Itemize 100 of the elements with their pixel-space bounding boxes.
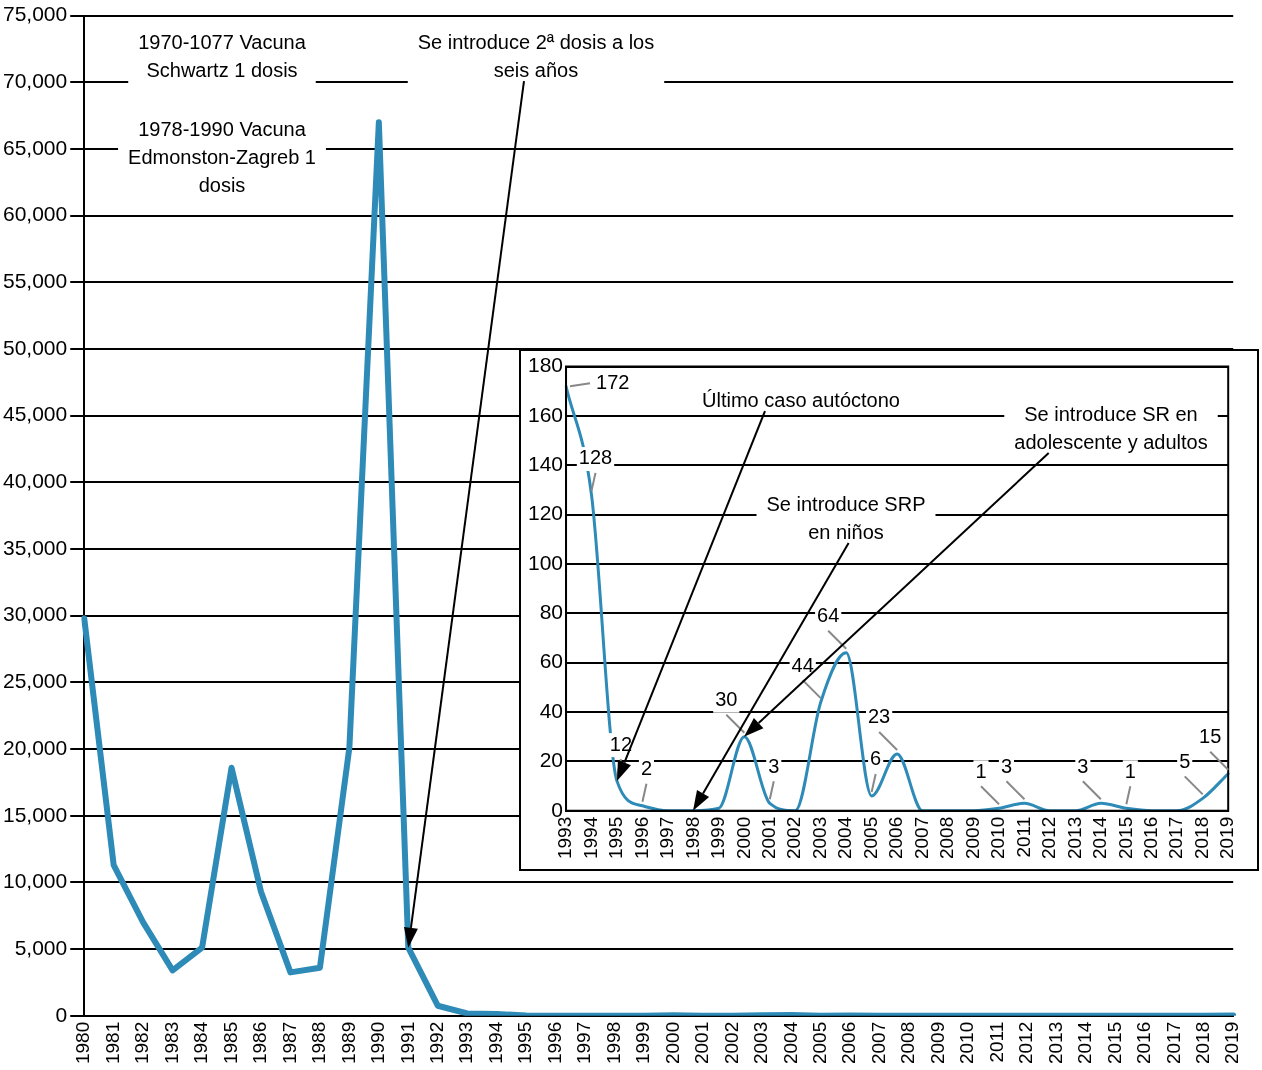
x-tick-label: 2013 xyxy=(1044,1021,1066,1065)
x-tick-label: 1985 xyxy=(219,1021,241,1065)
x-tick-label: 2009 xyxy=(961,816,983,860)
y-tick-label: 80 xyxy=(539,600,564,624)
annotation: Se introduce 2ª dosis a los seis años xyxy=(417,30,655,81)
y-tick-label: 20 xyxy=(539,748,564,772)
data-label: 23 xyxy=(867,705,891,728)
x-tick-label: 2010 xyxy=(987,816,1009,860)
x-tick-label: 1987 xyxy=(278,1021,300,1065)
x-tick-label: 2016 xyxy=(1140,816,1162,860)
x-tick-label: 1981 xyxy=(101,1021,123,1065)
y-tick-label: 0 xyxy=(55,1002,68,1026)
annotation: Se introduce SR en adolescente y adultos xyxy=(1014,402,1208,453)
x-tick-label: 2018 xyxy=(1190,816,1212,860)
y-tick-label: 60,000 xyxy=(3,202,68,226)
x-tick-label: 1988 xyxy=(308,1021,330,1065)
x-tick-label: 1994 xyxy=(484,1021,506,1065)
x-tick-label: 2016 xyxy=(1133,1021,1155,1065)
x-tick-label: 2004 xyxy=(834,816,856,860)
y-tick-label: 40,000 xyxy=(3,469,68,493)
y-tick-label: 160 xyxy=(527,402,564,426)
x-tick-label: 2010 xyxy=(956,1021,978,1065)
x-tick-label: 1996 xyxy=(543,1021,565,1065)
y-tick-label: 40 xyxy=(539,698,564,722)
x-tick-label: 2003 xyxy=(750,1021,772,1065)
data-label: 30 xyxy=(715,688,738,711)
y-tick-label: 100 xyxy=(527,550,564,574)
x-tick-label: 1997 xyxy=(573,1021,595,1065)
y-tick-label: 70,000 xyxy=(3,69,68,93)
x-tick-label: 2001 xyxy=(758,816,780,860)
y-tick-label: 60 xyxy=(539,649,564,673)
data-label: 6 xyxy=(870,747,882,770)
x-tick-label: 2000 xyxy=(732,816,754,860)
data-label: 128 xyxy=(578,446,613,469)
data-label: 15 xyxy=(1199,725,1222,748)
x-tick-label: 2014 xyxy=(1089,816,1111,860)
x-tick-label: 2014 xyxy=(1074,1021,1096,1065)
data-label: 172 xyxy=(596,370,630,393)
y-tick-label: 140 xyxy=(527,452,564,476)
x-tick-label: 1995 xyxy=(605,816,627,860)
x-tick-label: 1999 xyxy=(632,1021,654,1065)
x-tick-label: 2002 xyxy=(783,816,805,860)
y-tick-label: 35,000 xyxy=(3,535,68,559)
x-tick-label: 1998 xyxy=(681,816,703,860)
y-tick-label: 65,000 xyxy=(3,135,68,159)
x-tick-label: 2002 xyxy=(720,1021,742,1065)
x-tick-label: 1980 xyxy=(72,1021,94,1065)
x-tick-label: 2017 xyxy=(1165,816,1187,860)
y-tick-label: 15,000 xyxy=(3,802,68,826)
y-tick-label: 55,000 xyxy=(3,269,68,293)
annotation: Se introduce SRP en niños xyxy=(766,492,926,543)
x-tick-label: 2007 xyxy=(867,1021,889,1065)
x-tick-label: 2000 xyxy=(661,1021,683,1065)
data-label: 3 xyxy=(768,754,780,777)
x-tick-label: 2004 xyxy=(779,1021,801,1065)
y-tick-label: 120 xyxy=(527,501,564,525)
x-tick-label: 1986 xyxy=(249,1021,271,1065)
data-label: 3 xyxy=(1000,754,1013,777)
x-tick-label: 2005 xyxy=(859,816,881,860)
x-tick-label: 2001 xyxy=(691,1021,713,1065)
data-label: 5 xyxy=(1179,749,1191,772)
data-label: 12 xyxy=(609,732,633,755)
x-tick-label: 2013 xyxy=(1063,816,1085,860)
x-tick-label: 2019 xyxy=(1216,816,1238,860)
x-tick-label: 2017 xyxy=(1162,1021,1184,1065)
y-tick-label: 10,000 xyxy=(3,869,68,893)
y-tick-label: 45,000 xyxy=(3,402,68,426)
x-tick-label: 2012 xyxy=(1038,816,1060,860)
x-tick-label: 1997 xyxy=(656,816,678,860)
x-tick-label: 2011 xyxy=(985,1021,1007,1063)
x-tick-label: 2008 xyxy=(936,816,958,860)
x-tick-label: 2007 xyxy=(910,816,932,860)
x-tick-label: 2005 xyxy=(808,1021,830,1065)
y-tick-label: 75,000 xyxy=(3,2,68,26)
x-tick-label: 2008 xyxy=(897,1021,919,1065)
y-tick-label: 50,000 xyxy=(3,335,68,359)
y-tick-label: 20,000 xyxy=(3,735,68,759)
data-label: 44 xyxy=(791,653,814,676)
x-tick-label: 1990 xyxy=(367,1021,389,1065)
x-tick-label: 2018 xyxy=(1191,1021,1213,1065)
x-tick-label: 1989 xyxy=(337,1021,359,1065)
y-tick-label: 25,000 xyxy=(3,669,68,693)
x-tick-label: 2015 xyxy=(1103,1021,1125,1065)
x-tick-label: 2009 xyxy=(926,1021,948,1065)
data-label: 2 xyxy=(640,757,652,780)
data-label: 1 xyxy=(1124,759,1136,782)
x-tick-label: 2006 xyxy=(838,1021,860,1065)
x-tick-label: 2012 xyxy=(1015,1021,1037,1065)
annotation: 1970-1077 Vacuna Schwartz 1 dosis xyxy=(138,30,307,81)
x-tick-label: 1982 xyxy=(131,1021,153,1065)
x-tick-label: 1995 xyxy=(514,1021,536,1065)
x-tick-label: 2003 xyxy=(808,816,830,860)
x-tick-label: 1984 xyxy=(190,1021,212,1065)
x-tick-label: 1992 xyxy=(425,1021,447,1065)
x-tick-label: 2019 xyxy=(1221,1021,1243,1065)
annotation: 1978-1990 Vacuna Edmonston-Zagreb 1 dosis xyxy=(128,117,316,196)
x-tick-label: 2011 xyxy=(1012,816,1034,858)
x-tick-label: 1998 xyxy=(602,1021,624,1065)
y-tick-label: 5,000 xyxy=(14,935,68,959)
x-tick-label: 1993 xyxy=(455,1021,477,1065)
